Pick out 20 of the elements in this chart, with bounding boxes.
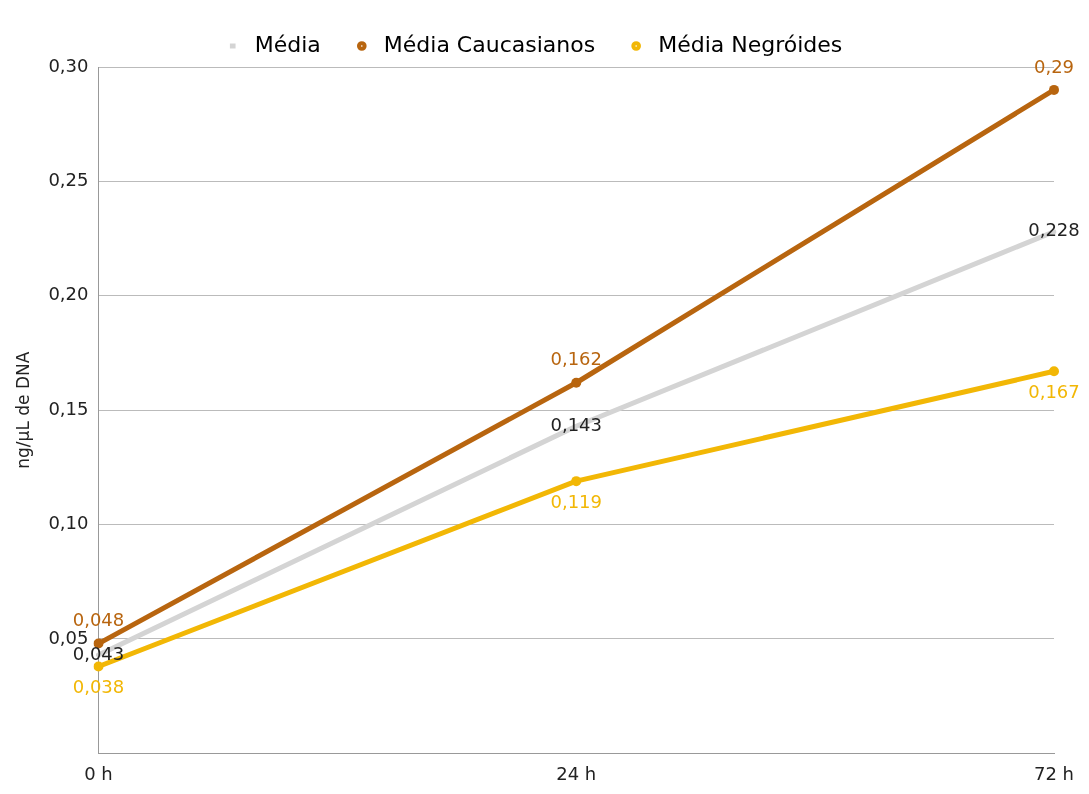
data-label: 0,119 — [550, 490, 602, 512]
x-tick-label: 24 h — [556, 762, 597, 784]
x-tick-label: 72 h — [1033, 762, 1075, 784]
data-label: 0,038 — [72, 676, 125, 698]
legend-label: Média — [254, 31, 321, 57]
y-tick-label: 0,30 — [48, 54, 89, 76]
y-tick-label: 0,10 — [48, 512, 89, 534]
legend-label: Média Caucasianos — [383, 31, 596, 57]
y-tick-label: 0,20 — [48, 283, 89, 305]
y-axis-title: ng/µL de DNA — [12, 351, 33, 469]
data-label: 0,167 — [1028, 380, 1080, 402]
data-label: 0,048 — [72, 609, 125, 631]
y-tick-label: 0,15 — [48, 397, 89, 419]
data-label: 0,29 — [1033, 55, 1075, 77]
y-tick-label: 0,25 — [48, 169, 89, 191]
data-label: 0,143 — [550, 413, 602, 435]
legend-label: Média Negróides — [658, 31, 843, 57]
data-label: 0,228 — [1028, 219, 1080, 241]
x-tick-label: 0 h — [84, 762, 113, 784]
data-label: 0,162 — [550, 348, 602, 370]
